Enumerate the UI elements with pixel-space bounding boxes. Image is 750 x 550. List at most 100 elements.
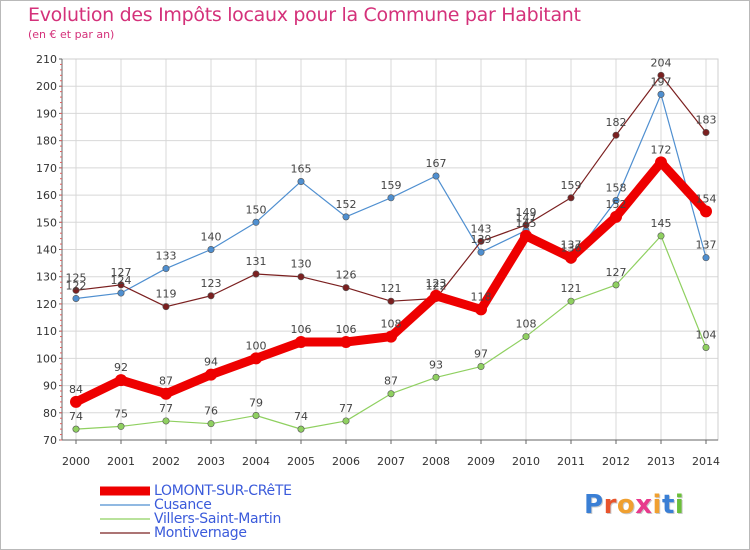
y-tick-label: 180 bbox=[36, 135, 57, 148]
data-point bbox=[295, 336, 307, 349]
data-label: 108 bbox=[516, 318, 537, 331]
y-tick-label: 110 bbox=[36, 325, 57, 338]
data-label: 183 bbox=[696, 113, 717, 126]
data-point bbox=[657, 232, 665, 240]
data-label: 139 bbox=[471, 233, 492, 246]
data-point bbox=[522, 333, 530, 341]
data-point bbox=[117, 422, 125, 430]
data-point bbox=[477, 237, 485, 245]
data-label: 165 bbox=[291, 162, 312, 175]
data-point bbox=[342, 213, 350, 221]
data-point bbox=[252, 270, 260, 278]
data-label: 122 bbox=[66, 279, 87, 292]
data-point bbox=[117, 289, 125, 297]
data-point bbox=[702, 343, 710, 351]
data-label: 92 bbox=[114, 361, 128, 374]
y-tick-label: 210 bbox=[36, 53, 57, 66]
data-label: 152 bbox=[606, 198, 627, 211]
data-point bbox=[252, 412, 260, 420]
data-point bbox=[340, 336, 352, 349]
legend-label: LOMONT-SUR-CRêTE bbox=[154, 483, 292, 499]
data-point bbox=[612, 197, 620, 205]
data-label: 76 bbox=[204, 405, 218, 418]
legend-label: Villers-Saint-Martin bbox=[154, 511, 282, 527]
data-point bbox=[252, 218, 260, 226]
data-point bbox=[477, 363, 485, 371]
y-tick-label: 200 bbox=[36, 80, 57, 93]
y-tick-label: 160 bbox=[36, 189, 57, 202]
data-label: 127 bbox=[606, 266, 627, 279]
data-label: 87 bbox=[384, 375, 398, 388]
legend-swatch bbox=[100, 518, 150, 520]
y-tick-label: 90 bbox=[43, 380, 57, 393]
data-point bbox=[475, 303, 487, 316]
data-label: 124 bbox=[111, 274, 132, 287]
legend-label: Cusance bbox=[154, 497, 212, 513]
y-tick-label: 170 bbox=[36, 162, 57, 175]
data-label: 122 bbox=[426, 279, 447, 292]
data-point bbox=[297, 177, 305, 185]
data-point bbox=[700, 205, 712, 218]
x-tick-label: 2011 bbox=[557, 455, 585, 468]
legend-item: Cusance bbox=[100, 498, 292, 512]
data-point bbox=[387, 194, 395, 202]
data-point bbox=[432, 172, 440, 180]
x-tick-label: 2013 bbox=[647, 455, 675, 468]
data-point bbox=[387, 297, 395, 305]
data-label: 133 bbox=[156, 250, 177, 263]
data-point bbox=[160, 387, 172, 400]
data-label: 84 bbox=[69, 383, 83, 396]
data-label: 172 bbox=[651, 143, 672, 156]
data-label: 131 bbox=[246, 255, 267, 268]
data-label: 121 bbox=[561, 282, 582, 295]
x-tick-label: 2007 bbox=[377, 455, 405, 468]
chart-legend: LOMONT-SUR-CRêTE Cusance Villers-Saint-M… bbox=[100, 484, 292, 540]
data-point bbox=[250, 352, 262, 365]
chart-title: Evolution des Impôts locaux pour la Comm… bbox=[28, 4, 581, 26]
data-point bbox=[297, 273, 305, 281]
data-point bbox=[430, 289, 442, 302]
data-point bbox=[115, 374, 127, 387]
data-label: 182 bbox=[606, 116, 627, 129]
data-point bbox=[702, 254, 710, 262]
data-point bbox=[72, 286, 80, 294]
data-point bbox=[207, 420, 215, 428]
data-label: 127 bbox=[111, 266, 132, 279]
data-point bbox=[655, 156, 667, 169]
x-tick-label: 2010 bbox=[512, 455, 540, 468]
data-label: 123 bbox=[426, 277, 447, 290]
y-tick-label: 140 bbox=[36, 244, 57, 257]
data-label: 106 bbox=[336, 323, 357, 336]
data-label: 137 bbox=[696, 239, 717, 252]
data-label: 158 bbox=[606, 182, 627, 195]
data-label: 118 bbox=[471, 290, 492, 303]
x-tick-label: 2000 bbox=[62, 455, 90, 468]
data-point bbox=[522, 221, 530, 229]
data-label: 93 bbox=[429, 358, 443, 371]
data-label: 74 bbox=[69, 410, 83, 423]
data-label: 204 bbox=[651, 56, 672, 69]
data-point bbox=[567, 297, 575, 305]
data-point bbox=[477, 248, 485, 256]
x-tick-label: 2004 bbox=[242, 455, 270, 468]
data-label: 97 bbox=[474, 348, 488, 361]
x-tick-label: 2009 bbox=[467, 455, 495, 468]
legend-item: Villers-Saint-Martin bbox=[100, 512, 292, 526]
data-point bbox=[205, 368, 217, 381]
x-tick-label: 2006 bbox=[332, 455, 360, 468]
data-label: 149 bbox=[516, 206, 537, 219]
data-point bbox=[207, 246, 215, 254]
data-point bbox=[72, 425, 80, 433]
data-label: 75 bbox=[114, 407, 128, 420]
data-label: 143 bbox=[471, 222, 492, 235]
data-label: 150 bbox=[246, 203, 267, 216]
legend-swatch bbox=[100, 532, 150, 534]
x-tick-label: 2008 bbox=[422, 455, 450, 468]
data-label: 94 bbox=[204, 356, 218, 369]
data-point bbox=[387, 390, 395, 398]
data-point bbox=[117, 281, 125, 289]
data-label: 167 bbox=[426, 157, 447, 170]
data-label: 100 bbox=[246, 339, 267, 352]
data-point bbox=[70, 395, 82, 408]
y-tick-label: 70 bbox=[43, 434, 57, 447]
